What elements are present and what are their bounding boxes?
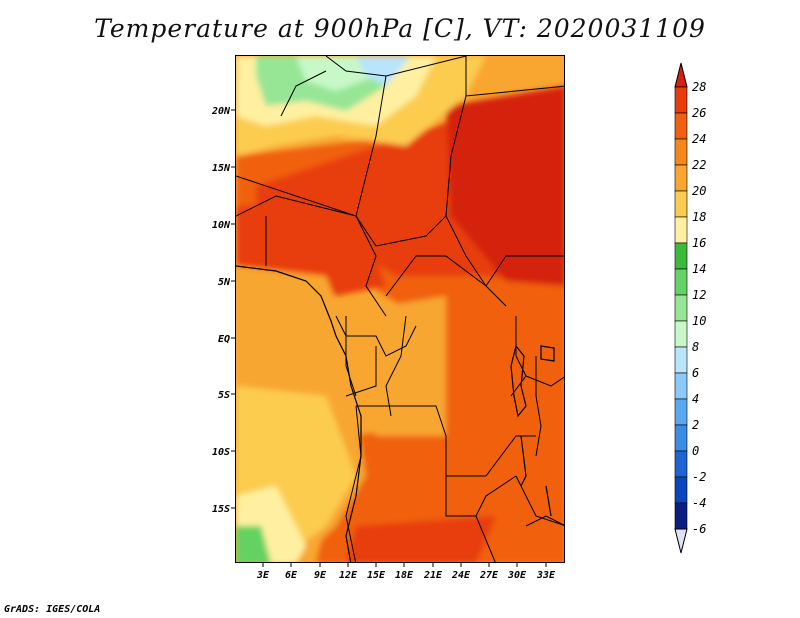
grads-credit: GrADS: IGES/COLA — [4, 604, 101, 615]
colorbar-box — [674, 320, 688, 348]
colorbar-box — [674, 346, 688, 374]
lon-tick-33E: 33E — [536, 570, 556, 581]
colorbar-label: 20 — [692, 184, 706, 198]
colorbar-label: 18 — [692, 210, 706, 224]
lon-tick-24E: 24E — [451, 570, 471, 581]
lat-tick-5N: 5N — [218, 277, 231, 288]
lon-tick-9E: 9E — [314, 570, 327, 581]
lat-tick-10N: 10N — [212, 220, 231, 231]
lon-tick-30E: 30E — [507, 570, 527, 581]
temperature-field — [236, 56, 564, 562]
colorbar-box — [674, 242, 688, 270]
lon-tick-18E: 18E — [395, 570, 414, 581]
lat-tick-20N: 20N — [211, 106, 231, 117]
colorbar-label: 16 — [692, 236, 706, 250]
field-blue — [356, 56, 411, 86]
lat-tick-5S: 5S — [218, 390, 230, 401]
colorbar-boxes — [674, 62, 688, 554]
colorbar-label: 6 — [692, 366, 699, 380]
colorbar-box — [674, 190, 688, 218]
map-title: Temperature at 900hPa [C], VT: 202003110… — [94, 14, 706, 43]
lat-tick-15N: 15N — [212, 163, 231, 174]
colorbar-top-arrow — [674, 62, 688, 88]
lon-tick-15E: 15E — [367, 570, 386, 581]
colorbar-label: -4 — [692, 496, 706, 510]
colorbar-label: 22 — [692, 158, 706, 172]
colorbar-box — [674, 372, 688, 400]
colorbar-label: 26 — [692, 106, 706, 120]
field-congo — [376, 296, 446, 436]
colorbar-box — [674, 398, 688, 426]
colorbar-bottom-arrow — [674, 528, 688, 554]
lat-tick-15S: 15S — [212, 504, 230, 515]
field-sw-green — [236, 526, 271, 562]
colorbar-label: 28 — [692, 80, 706, 94]
lat-tick-10S: 10S — [212, 447, 230, 458]
colorbar-label: 0 — [692, 444, 699, 458]
colorbar-label: 10 — [692, 314, 706, 328]
colorbar-box — [674, 294, 688, 322]
colorbar-label: 14 — [692, 262, 706, 276]
colorbar-box — [674, 424, 688, 452]
colorbar-label: 12 — [692, 288, 706, 302]
colorbar-label: 8 — [692, 340, 699, 354]
colorbar-box — [674, 476, 688, 504]
field-south-hot — [346, 516, 496, 562]
colorbar-box — [674, 268, 688, 296]
colorbar-box — [674, 502, 688, 530]
field-hot-core — [446, 86, 564, 286]
colorbar-box — [674, 112, 688, 140]
colorbar-box — [674, 86, 688, 114]
lon-tick-21E: 21E — [423, 570, 443, 581]
colorbar-label: 4 — [692, 392, 699, 406]
lon-tick-3E: 3E — [256, 570, 270, 581]
colorbar-box — [674, 164, 688, 192]
lat-tick-EQ: EQ — [218, 334, 230, 345]
colorbar-box — [674, 450, 688, 478]
colorbar-label: -2 — [692, 470, 706, 484]
coastline — [236, 265, 362, 562]
lon-tick-12E: 12E — [339, 570, 358, 581]
colorbar-label: -6 — [692, 522, 706, 536]
colorbar-box — [674, 216, 688, 244]
lakes — [510, 344, 555, 517]
country-borders — [236, 56, 564, 562]
colorbar-label: 2 — [692, 418, 699, 432]
lon-tick-27E: 27E — [479, 570, 499, 581]
temperature-map — [235, 55, 565, 563]
colorbar-label: 24 — [692, 132, 706, 146]
lon-tick-6E: 6E — [285, 570, 298, 581]
colorbar-box — [674, 138, 688, 166]
